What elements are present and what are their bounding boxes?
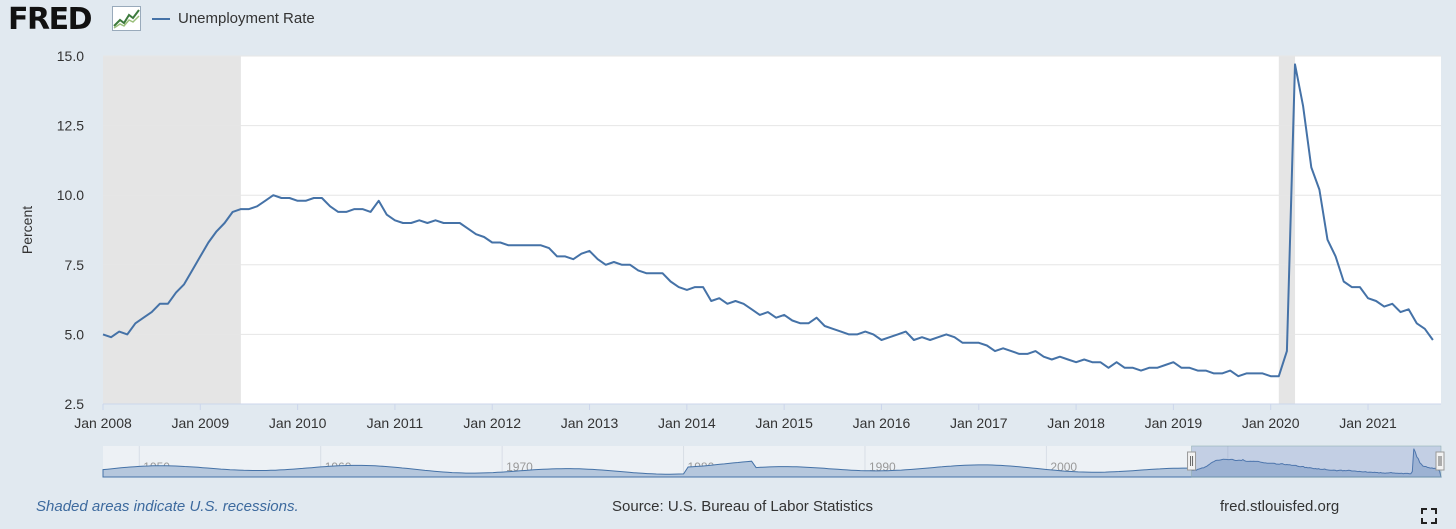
y-axis-label: Percent <box>19 206 35 254</box>
handle-grip <box>1435 451 1445 471</box>
source-text: Source: U.S. Bureau of Labor Statistics <box>612 498 873 515</box>
x-tick-label: Jan 2020 <box>1242 415 1300 431</box>
chart-header: FRED Unemployment Rate <box>0 0 1456 44</box>
series-line-0 <box>102 63 1434 378</box>
recession-band-0 <box>103 56 241 404</box>
x-tick-label: Jan 2008 <box>74 415 132 431</box>
range-navigator[interactable]: 1950196019701980199020002010 <box>102 445 1445 478</box>
legend-label[interactable]: Unemployment Rate <box>178 10 315 27</box>
unemployment-chart: 2.55.07.510.012.515.0 Jan 2008 Jan 2009 Ja… <box>19 48 1445 478</box>
x-tick-label: Jan 2009 <box>172 415 230 431</box>
navigator-handle-right[interactable] <box>1435 451 1445 471</box>
series-unemployment-rate <box>102 63 1434 378</box>
x-tick-label: Jan 2021 <box>1339 415 1397 431</box>
fred-chart-logo-icon <box>112 6 141 31</box>
recession-band-1 <box>1278 56 1296 404</box>
y-tick-label: 12.5 <box>57 118 84 134</box>
navigator-series-area <box>102 448 1442 478</box>
navigator-selected-range[interactable] <box>1191 445 1442 478</box>
x-tick-label: Jan 2011 <box>367 415 424 431</box>
x-tick-label: Jan 2019 <box>1145 415 1203 431</box>
x-tick-label: Jan 2013 <box>561 415 619 431</box>
fred-logo[interactable]: FRED <box>8 2 93 37</box>
x-tick-label: Jan 2017 <box>950 415 1008 431</box>
x-tick-label: Jan 2015 <box>755 415 813 431</box>
x-tick-label: Jan 2016 <box>853 415 911 431</box>
site-link[interactable]: fred.stlouisfed.org <box>1220 498 1340 515</box>
handle-grip <box>1187 451 1197 471</box>
recession-note: Shaded areas indicate U.S. recessions. <box>36 498 299 515</box>
y-tick-label: 5.0 <box>65 326 85 342</box>
y-tick-label: 15.0 <box>57 48 84 64</box>
plot-area <box>103 56 1441 404</box>
x-tick-label: Jan 2014 <box>658 415 716 431</box>
navigator-handle-left[interactable] <box>1187 451 1197 471</box>
y-tick-labels: 2.5 5.0 7.5 10.0 12.5 15.0 <box>57 48 84 412</box>
y-tick-label: 2.5 <box>65 396 85 412</box>
x-tick-label: Jan 2010 <box>269 415 327 431</box>
x-tick-labels: Jan 2008 Jan 2009 Jan 2010 Jan 2011 Jan 2012… <box>74 404 1397 431</box>
y-tick-label: 7.5 <box>65 257 85 273</box>
gridlines <box>103 55 1441 405</box>
fullscreen-icon[interactable] <box>1421 508 1437 524</box>
y-tick-label: 10.0 <box>57 187 84 203</box>
x-tick-label: Jan 2018 <box>1047 415 1105 431</box>
legend-swatch <box>152 18 170 20</box>
x-tick-label: Jan 2012 <box>463 415 521 431</box>
